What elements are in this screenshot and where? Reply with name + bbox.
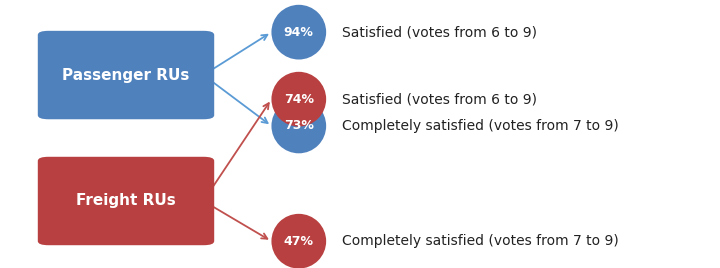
Text: 73%: 73% [284,120,314,132]
Text: Satisfied (votes from 6 to 9): Satisfied (votes from 6 to 9) [342,92,537,106]
Ellipse shape [271,99,326,153]
FancyBboxPatch shape [37,157,215,245]
Ellipse shape [271,214,326,268]
Text: Completely satisfied (votes from 7 to 9): Completely satisfied (votes from 7 to 9) [342,119,618,133]
Ellipse shape [271,72,326,126]
Text: Satisfied (votes from 6 to 9): Satisfied (votes from 6 to 9) [342,25,537,39]
Text: 94%: 94% [284,26,314,39]
Ellipse shape [271,5,326,59]
Text: Freight RUs: Freight RUs [76,193,176,209]
Text: 47%: 47% [284,235,314,248]
FancyBboxPatch shape [37,31,215,119]
Text: Passenger RUs: Passenger RUs [63,68,189,83]
Text: 74%: 74% [284,93,314,106]
Text: Completely satisfied (votes from 7 to 9): Completely satisfied (votes from 7 to 9) [342,234,618,248]
